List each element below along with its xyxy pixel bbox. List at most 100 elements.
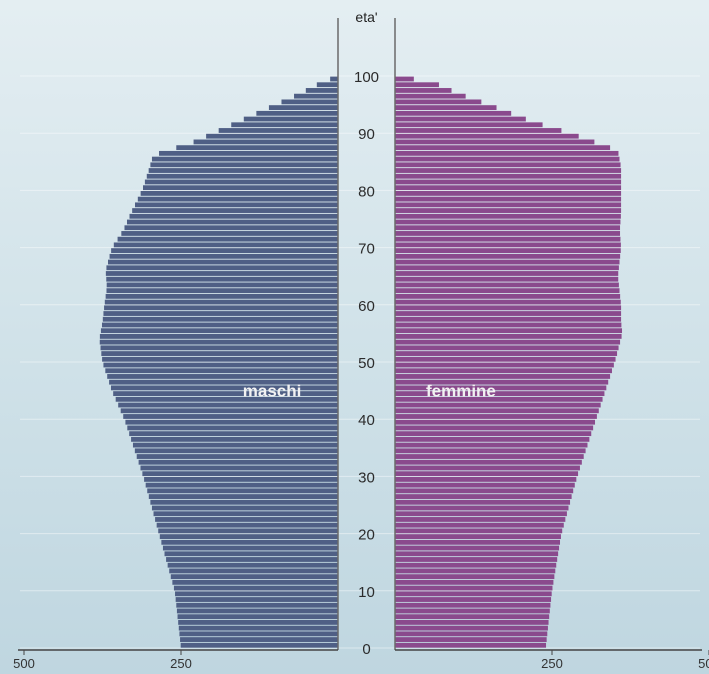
femmine-bar-age-85 (395, 156, 620, 162)
grid-lines (20, 75, 700, 649)
femmine-bar-age-14 (395, 562, 557, 568)
femmine-bar-age-16 (395, 551, 559, 557)
femmine-bar-age-71 (395, 236, 621, 242)
labels: eta' 0 10 20 30 40 50 60 70 80 90 100 500 250 250 500 ma… (13, 9, 709, 671)
femmine-bar-age-47 (395, 374, 611, 379)
maschi-bar-age-48 (105, 368, 339, 374)
y-tick-label-80: 80 (358, 183, 375, 200)
femmine-bar-age-21 (395, 522, 564, 528)
femmine-bar-age-86 (395, 150, 619, 156)
femmine-bar-age-1 (395, 637, 547, 642)
maschi-bar-age-25 (150, 499, 338, 505)
maschi-bar-age-64 (106, 276, 338, 282)
maschi-bar-age-40 (123, 414, 338, 419)
femmine-bar-age-22 (395, 517, 566, 522)
femmine-bar-age-37 (395, 431, 592, 437)
femmine-bar-age-90 (395, 128, 562, 133)
femmine-bar-age-82 (395, 173, 622, 179)
maschi-bar-age-65 (105, 271, 338, 276)
femmine-bar-age-49 (395, 362, 614, 368)
femmine-bar-age-67 (395, 259, 620, 265)
femmine-bar-age-36 (395, 436, 590, 442)
femmine-bar-age-24 (395, 505, 569, 511)
femmine-bar-age-48 (395, 368, 612, 374)
femmine-bar-age-11 (395, 579, 554, 585)
femmine-bar-age-38 (395, 425, 594, 431)
maschi-bar-age-22 (155, 517, 338, 522)
maschi-bar-age-59 (104, 305, 338, 311)
femmine-bar-age-8 (395, 597, 552, 602)
femmine-bar-age-65 (395, 271, 619, 276)
femmine-bar-age-2 (395, 631, 548, 637)
maschi-bar-age-43 (115, 396, 338, 402)
femmine-bar-age-98 (395, 82, 439, 88)
maschi-bar-age-88 (193, 139, 338, 145)
y-tick-label-0: 0 (362, 641, 370, 658)
femmine-bar-age-59 (395, 305, 622, 311)
maschi-bar-age-67 (107, 259, 339, 265)
femmine-bar-age-76 (395, 208, 622, 213)
femmine-bar-age-51 (395, 351, 618, 356)
femmine-bar-age-26 (395, 494, 572, 499)
femmine-bar-age-17 (395, 545, 560, 551)
femmine-bar-age-57 (395, 316, 622, 322)
maschi-bar-age-13 (169, 568, 338, 574)
maschi-bar-age-49 (103, 362, 338, 368)
femmine-bar-age-56 (395, 322, 622, 328)
maschi-bar-age-19 (159, 534, 338, 540)
maschi-bar-age-91 (231, 122, 338, 128)
femmine-bar-age-69 (395, 248, 621, 254)
maschi-bar-age-55 (100, 328, 339, 334)
maschi-bars (99, 76, 339, 648)
maschi-bar-age-29 (144, 477, 338, 482)
maschi-bar-age-96 (294, 93, 338, 99)
femmine-bar-age-84 (395, 162, 621, 168)
maschi-bar-age-42 (118, 402, 338, 408)
maschi-bar-age-81 (144, 179, 338, 185)
femmine-bar-age-25 (395, 499, 571, 505)
femmine-bar-age-80 (395, 185, 622, 191)
maschi-bar-age-18 (161, 539, 338, 545)
maschi-bar-age-98 (316, 82, 338, 88)
femmine-bar-age-93 (395, 110, 512, 116)
maschi-bar-age-9 (175, 591, 338, 597)
maschi-bar-age-50 (102, 356, 338, 362)
maschi-bar-age-6 (176, 608, 338, 614)
femmine-bar-age-23 (395, 511, 567, 517)
femmine-bar-age-45 (395, 385, 607, 391)
maschi-bar-age-47 (107, 374, 339, 379)
femmine-bar-age-35 (395, 442, 588, 448)
femmine-bar-age-81 (395, 179, 622, 185)
series-label-maschi: maschi (243, 382, 302, 401)
x-tick-label-left-500: 500 (13, 656, 35, 671)
maschi-bar-age-63 (106, 282, 338, 288)
maschi-bar-age-66 (106, 265, 338, 271)
femmine-bar-age-77 (395, 202, 622, 208)
maschi-bar-age-10 (173, 585, 338, 591)
series-label-femmine: femmine (426, 382, 496, 401)
maschi-bar-age-31 (140, 465, 338, 471)
femmine-bar-age-13 (395, 568, 556, 574)
femmine-bar-age-40 (395, 414, 597, 419)
maschi-bar-age-35 (132, 442, 338, 448)
maschi-bar-age-5 (177, 614, 338, 620)
maschi-bar-age-20 (158, 528, 338, 534)
maschi-bar-age-53 (99, 339, 338, 345)
maschi-bar-age-24 (151, 505, 338, 511)
y-tick-label-10: 10 (358, 584, 375, 601)
femmine-bar-age-88 (395, 139, 595, 145)
femmine-bar-age-60 (395, 299, 621, 305)
maschi-bar-age-90 (218, 128, 338, 133)
femmine-bar-age-34 (395, 448, 586, 454)
maschi-bar-age-74 (126, 219, 338, 225)
maschi-bar-age-54 (99, 334, 338, 339)
y-tick-label-100: 100 (354, 69, 379, 86)
femmine-bar-age-68 (395, 253, 621, 259)
femmine-bar-age-66 (395, 265, 619, 271)
y-tick-label-90: 90 (358, 126, 375, 143)
y-tick-label-50: 50 (358, 355, 375, 372)
femmine-bar-age-62 (395, 288, 620, 294)
femmine-bar-age-96 (395, 93, 466, 99)
y-tick-label-20: 20 (358, 527, 375, 544)
maschi-bar-age-78 (137, 196, 338, 202)
